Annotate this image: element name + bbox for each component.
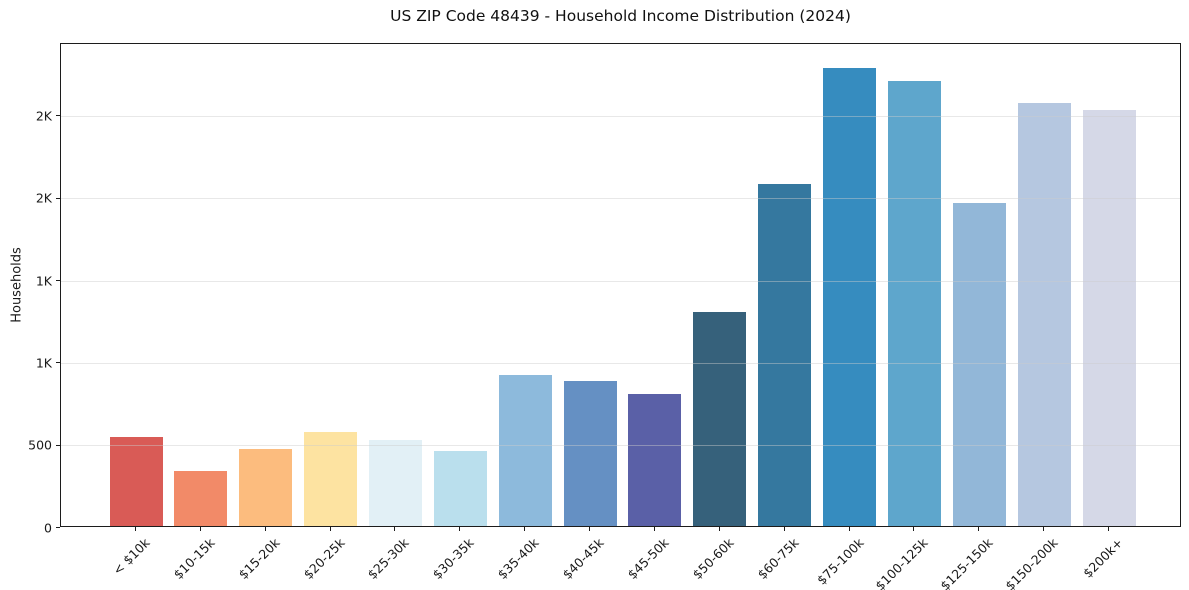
bar-$20-25k xyxy=(304,432,358,526)
x-tick xyxy=(199,527,201,531)
bar-< $10k xyxy=(109,437,163,526)
chart-title: US ZIP Code 48439 - Household Income Dis… xyxy=(390,7,851,25)
x-tick xyxy=(524,527,526,531)
x-tick-label: $25-30k xyxy=(365,535,413,583)
x-tick-label: $125-150k xyxy=(937,535,996,590)
bar-$150-200k xyxy=(1017,102,1071,526)
y-tick xyxy=(56,280,60,282)
gridline-1K xyxy=(61,280,1180,282)
x-tick xyxy=(1043,527,1045,531)
y-tick-label: 500 xyxy=(28,437,52,453)
bar-$35-40k xyxy=(498,374,552,526)
bar-$30-35k xyxy=(433,451,487,526)
x-tick xyxy=(329,527,331,531)
y-tick xyxy=(56,197,60,199)
y-tick xyxy=(56,527,60,528)
x-tick-label: $35-40k xyxy=(494,535,542,583)
x-tick-label: $20-25k xyxy=(300,535,348,583)
x-tick xyxy=(394,527,396,531)
bar-$25-30k xyxy=(368,439,422,526)
y-tick-label: 2K xyxy=(35,190,52,206)
bar-$50-60k xyxy=(693,312,747,526)
y-tick-label: 0 xyxy=(44,520,52,535)
x-tick xyxy=(978,527,980,531)
y-tick xyxy=(56,444,60,446)
x-tick xyxy=(135,527,136,531)
x-tick xyxy=(718,527,720,531)
bar-$10-15k xyxy=(174,470,228,526)
x-tick xyxy=(783,527,785,531)
x-tick xyxy=(1108,527,1109,531)
gridline-500 xyxy=(61,445,1180,447)
bar-$125-150k xyxy=(952,203,1006,526)
x-tick xyxy=(459,527,461,531)
y-tick xyxy=(56,362,60,364)
x-tick-label: $100-125k xyxy=(872,535,931,590)
bar-$40-45k xyxy=(563,381,617,526)
x-tick-label: $40-45k xyxy=(559,535,607,583)
x-tick-label: $10-15k xyxy=(170,535,218,583)
x-tick xyxy=(848,527,850,531)
x-tick-label: $75-100k xyxy=(813,535,867,588)
gridline-1K xyxy=(61,362,1180,364)
x-tick-label: $150-200k xyxy=(1002,535,1061,590)
x-tick-label: $30-35k xyxy=(429,535,477,583)
x-tick-label: $45-50k xyxy=(624,535,672,583)
x-tick-label: $60-75k xyxy=(754,535,802,583)
bar-$75-100k xyxy=(823,67,877,526)
y-tick xyxy=(56,115,60,117)
gridline-2K xyxy=(61,115,1180,117)
plot-area xyxy=(60,43,1181,527)
bar-$15-20k xyxy=(239,448,293,526)
y-tick-label: 2K xyxy=(35,108,52,124)
bar-$60-75k xyxy=(758,184,812,526)
x-tick-label: $50-60k xyxy=(689,535,737,583)
x-tick-label: $15-20k xyxy=(235,535,283,583)
x-tick-label: < $10k xyxy=(109,535,153,578)
bar-$100-125k xyxy=(887,80,941,526)
bar-$200k+ xyxy=(1082,110,1136,526)
y-tick-label: 1K xyxy=(35,273,52,289)
y-tick-label: 1K xyxy=(35,355,52,371)
bar-$45-50k xyxy=(628,394,682,526)
gridline-2K xyxy=(61,198,1180,200)
x-tick xyxy=(653,527,655,531)
x-tick xyxy=(913,527,915,531)
x-tick-label: $200k+ xyxy=(1079,535,1126,581)
x-tick xyxy=(589,527,591,531)
x-tick xyxy=(264,527,266,531)
